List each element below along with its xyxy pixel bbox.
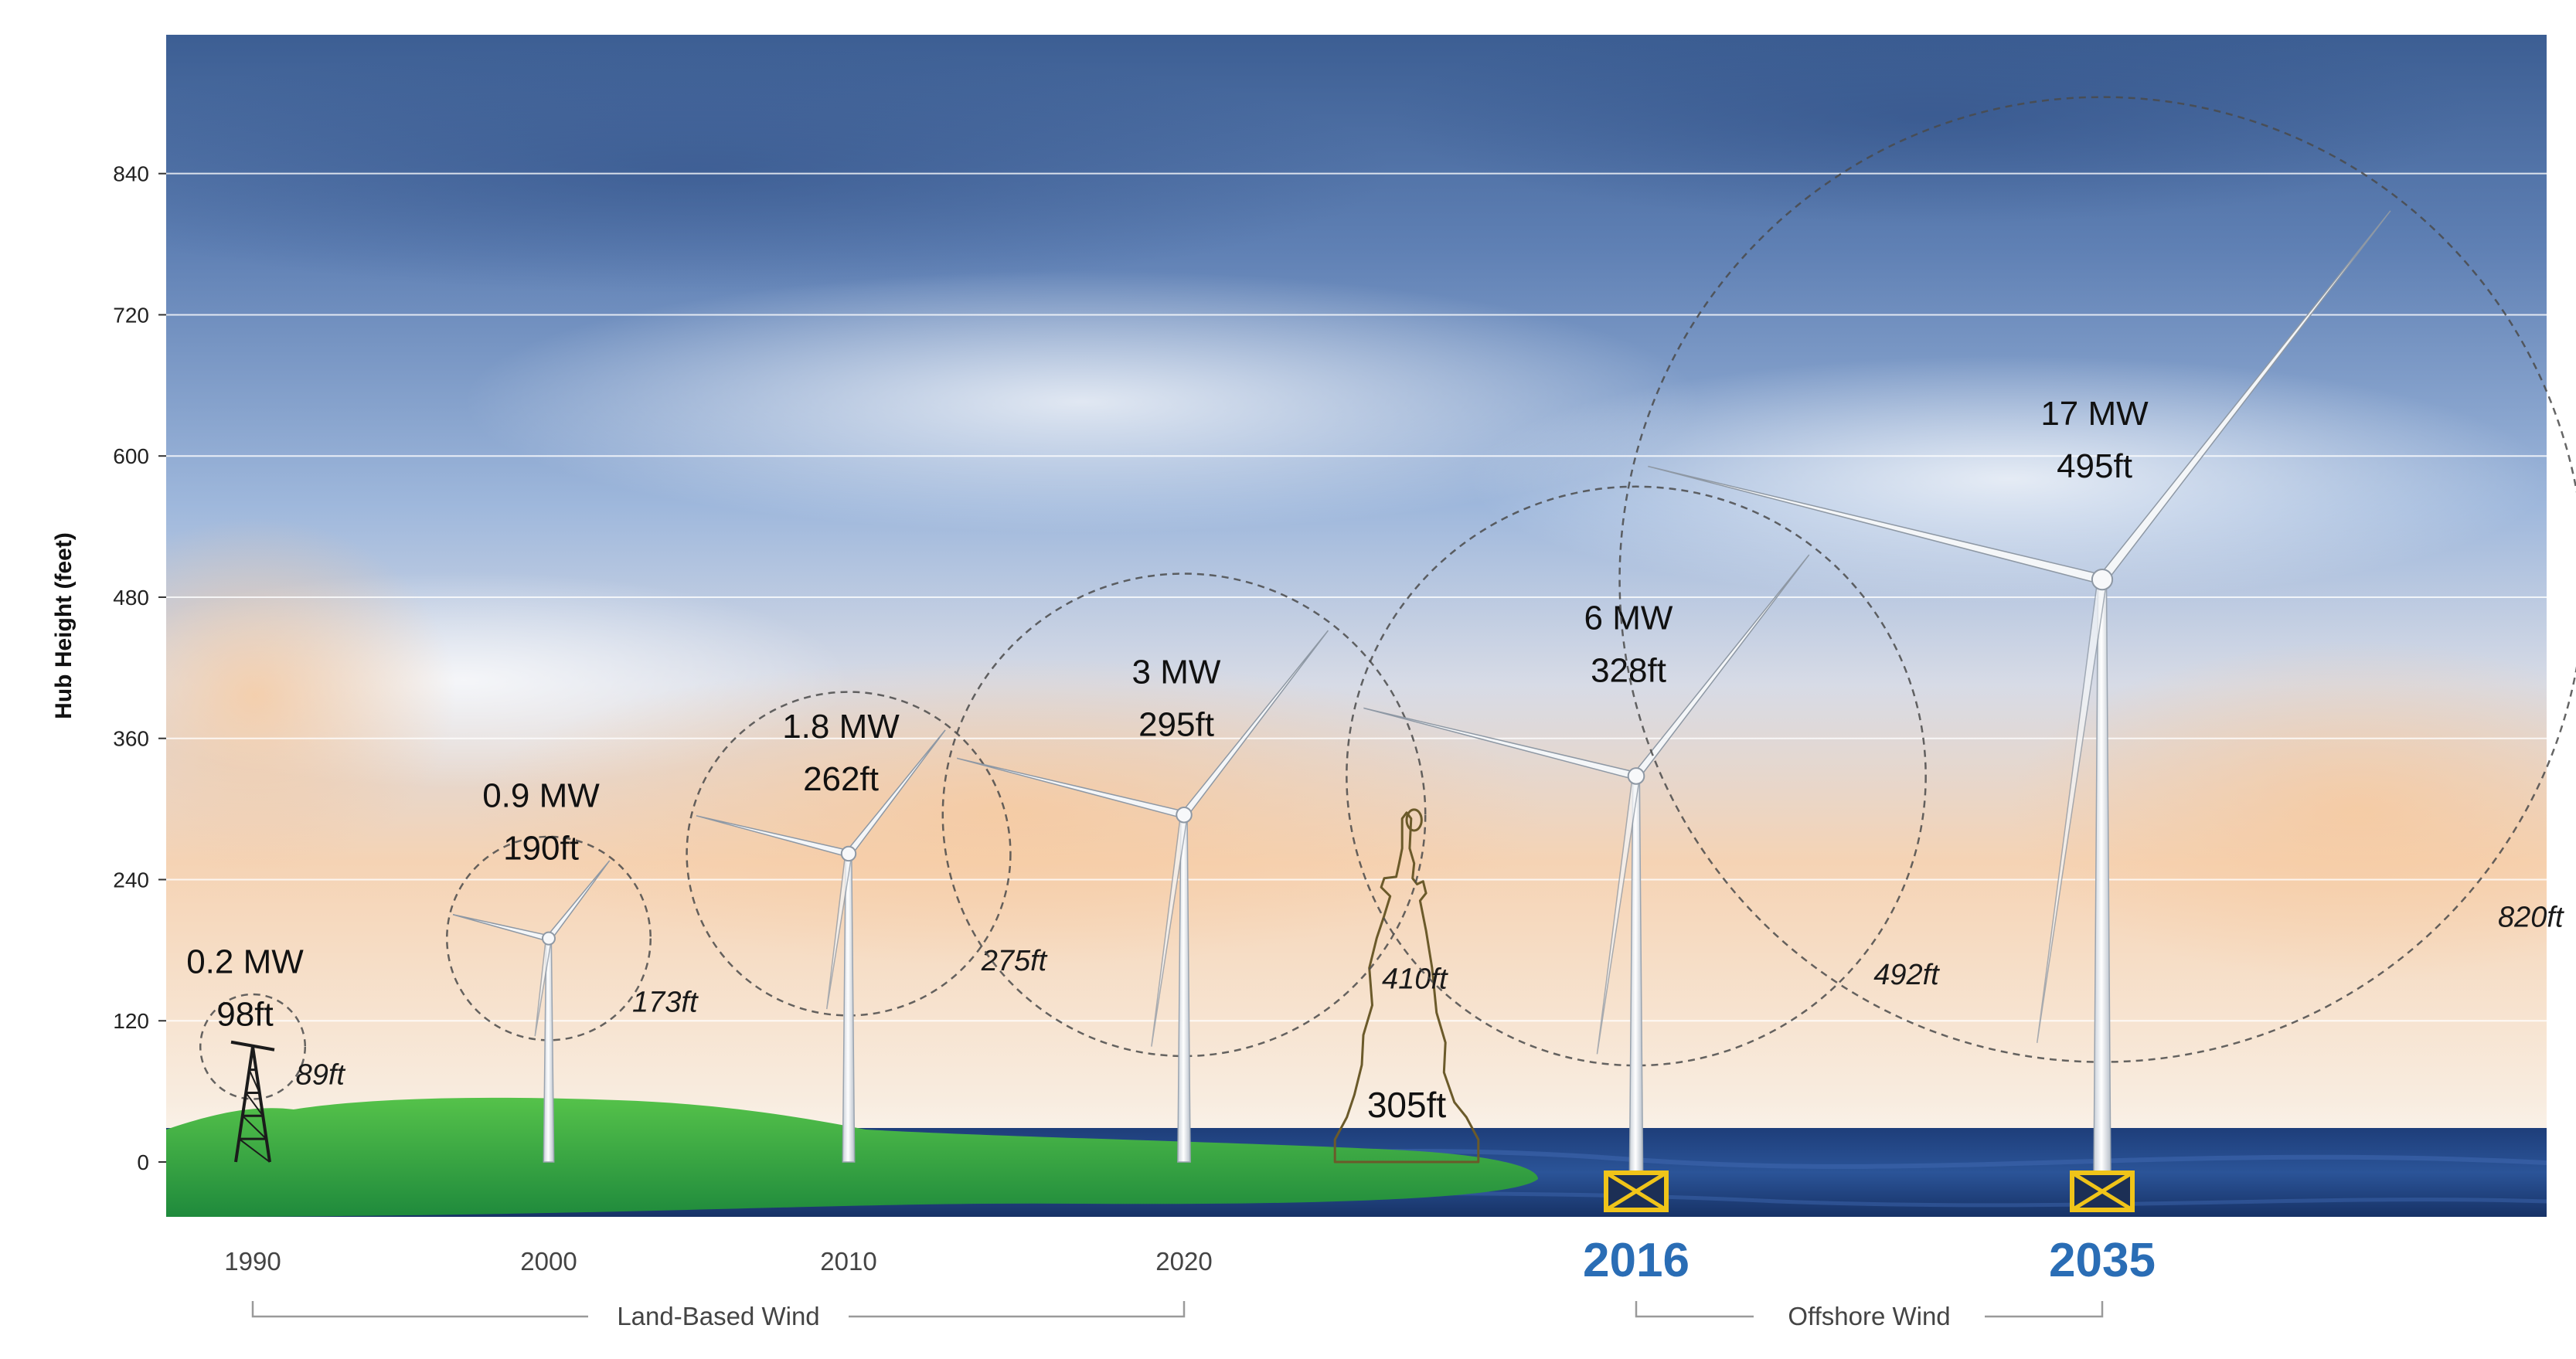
lattice-brace [248, 1069, 260, 1093]
capacity-label: 6 MW [1584, 599, 1673, 637]
site-groups: Land-Based Wind Offshore Wind [251, 1301, 2104, 1330]
x-axis: 1990 2000 2010 2020 2016 2035 [224, 1234, 2156, 1287]
lattice-blade [230, 1040, 275, 1052]
rotor-diameter-label: 173ft [632, 986, 699, 1018]
turbine-2010: 1.8 MW 262ft 275ft [686, 691, 1048, 1163]
rotor-circle [1346, 485, 1927, 1067]
bracket-left [251, 1301, 588, 1318]
turbine-1990: 0.2 MW 98ft 89ft [186, 943, 346, 1163]
y-tick-label: 840 [113, 162, 149, 186]
hub [542, 931, 556, 946]
year-label-2016: 2016 [1583, 1234, 1690, 1287]
hub [1176, 806, 1193, 824]
capacity-label: 0.2 MW [186, 943, 304, 981]
group-land: Land-Based Wind [251, 1301, 1186, 1330]
year-label-2000: 2000 [520, 1247, 577, 1276]
y-tick-label: 720 [113, 303, 149, 327]
y-tick-label: 240 [113, 868, 149, 892]
y-tick-label: 600 [113, 444, 149, 468]
hub-height-label: 190ft [503, 830, 579, 868]
rotor-diameter-label: 492ft [1873, 959, 1940, 991]
year-label-2035: 2035 [2049, 1234, 2156, 1287]
rotor-diameter-label: 89ft [296, 1059, 346, 1092]
rotor-diameter-label: 275ft [981, 945, 1048, 977]
y-tick-label: 360 [113, 727, 149, 751]
turbine-2000: 0.9 MW 190ft 173ft [446, 777, 699, 1163]
group-label: Land-Based Wind [617, 1302, 819, 1330]
year-label-1990: 1990 [224, 1247, 281, 1276]
y-axis: 0 120 240 360 480 600 720 840 [113, 162, 166, 1174]
bracket-left [1635, 1301, 1754, 1318]
rotor-circle [199, 993, 307, 1100]
statue-of-liberty-icon [1333, 811, 1480, 1164]
hub-height-label: 495ft [2057, 447, 2132, 485]
lattice-brace [245, 1092, 264, 1116]
bracket-right [1985, 1301, 2104, 1318]
hub [1627, 767, 1645, 785]
group-label: Offshore Wind [1788, 1302, 1950, 1330]
year-label-2010: 2010 [820, 1247, 876, 1276]
y-axis-label: Hub Height (feet) [51, 532, 77, 719]
lattice-brace [242, 1115, 267, 1140]
turbine-2020: 3 MW 295ft 410ft [941, 572, 1448, 1163]
lattice-brace [238, 1138, 271, 1163]
foundation-brace [1604, 1170, 1668, 1212]
group-offshore: Offshore Wind [1635, 1301, 2104, 1330]
hub-height-label: 295ft [1138, 706, 1214, 744]
y-tick-label: 480 [113, 586, 149, 610]
reference-height-label: 305ft [1367, 1085, 1447, 1125]
hub [2091, 568, 2114, 591]
turbines: 0.2 MW 98ft 89ft 0.9 MW 190ft 173ft 1.8 MW 262f… [186, 96, 2576, 1212]
y-tick-label: 0 [137, 1150, 149, 1174]
hub-height-label: 262ft [803, 760, 879, 798]
rotor-diameter-label: 410ft [1382, 963, 1448, 996]
turbine-2035: 17 MW 495ft 820ft [1618, 96, 2576, 1212]
capacity-label: 3 MW [1132, 654, 1221, 691]
sky-background [166, 35, 2547, 1217]
bracket-right [849, 1301, 1186, 1318]
rotor-circle [446, 835, 652, 1041]
torch-icon [1405, 808, 1423, 832]
capacity-label: 17 MW [2040, 395, 2149, 433]
capacity-label: 0.9 MW [482, 777, 600, 815]
rotor-circle [941, 572, 1427, 1058]
statue-of-liberty: 305ft [1333, 808, 1480, 1164]
hub-height-label: 98ft [216, 996, 273, 1034]
y-tick-label: 120 [113, 1009, 149, 1033]
year-label-2020: 2020 [1155, 1247, 1212, 1276]
rotor-diameter-label: 820ft [2498, 902, 2564, 934]
capacity-label: 1.8 MW [782, 708, 900, 746]
foundation-brace [2071, 1170, 2134, 1212]
hub [840, 845, 857, 862]
